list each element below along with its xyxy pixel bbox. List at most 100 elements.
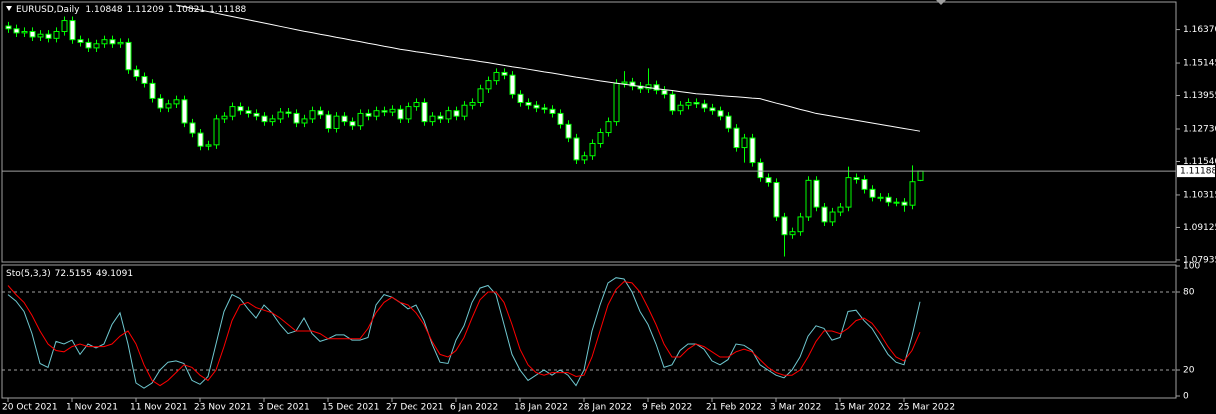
candle-body [701, 103, 708, 109]
candle-body [901, 201, 908, 206]
candle-body [117, 41, 124, 45]
candle-body [629, 81, 636, 87]
x-tick-label: 6 Jan 2022 [450, 403, 498, 413]
candle-body [205, 144, 212, 147]
x-tick-label: 28 Jan 2022 [578, 403, 632, 413]
candle-body [381, 110, 388, 113]
chart-header: EURUSD,Daily 1.10848 1.11209 1.10821 1.11188 [16, 5, 247, 15]
main-last: 72.5155 [55, 269, 92, 279]
candle-body [149, 82, 156, 99]
candle-body [365, 112, 372, 117]
x-tick-label: 18 Jan 2022 [514, 403, 568, 413]
candle-body [445, 110, 452, 120]
candle-body [789, 231, 796, 236]
candle-body [357, 112, 364, 127]
candle-body [229, 106, 236, 117]
candle-body [469, 102, 476, 106]
candle-body [477, 88, 484, 104]
candle-body [757, 162, 764, 179]
candle-body [101, 39, 108, 45]
candle-body [797, 216, 804, 233]
y-tick-label: 20 [1183, 366, 1195, 376]
indicator-panel [1, 264, 1177, 399]
candle-body [717, 110, 724, 117]
candle-body [213, 118, 220, 146]
last-high: 1.11209 [127, 5, 164, 15]
candle-body [773, 182, 780, 218]
y-tick-label: 1.10315 [1183, 190, 1216, 200]
x-tick-label: 15 Mar 2022 [834, 403, 891, 413]
candle-body [581, 155, 588, 161]
candle-body [605, 121, 612, 134]
candle-body [589, 142, 596, 157]
candle-body [413, 102, 420, 108]
candle-body [677, 104, 684, 112]
last-price-label: 1.11188 [1180, 167, 1216, 177]
candle-body [13, 28, 20, 34]
candle-body [533, 104, 540, 109]
candle-body [325, 114, 332, 129]
candle-body [781, 216, 788, 236]
menu-arrow[interactable] [6, 6, 12, 11]
last-close: 1.11188 [209, 5, 246, 15]
candle-body [653, 84, 660, 91]
shift-marker [936, 0, 946, 5]
indicator-plot [2, 277, 1176, 389]
indicator-line [7, 281, 921, 387]
candle-body [693, 102, 700, 105]
candle-body [349, 121, 356, 127]
x-tick-label: 3 Mar 2022 [770, 403, 821, 413]
moving-average [175, 4, 921, 132]
candle-body [85, 41, 92, 49]
x-tick-label: 15 Dec 2021 [322, 403, 380, 413]
candle-body [309, 110, 316, 120]
candle-body [133, 69, 140, 78]
candle-body [37, 33, 44, 38]
candle-body [197, 132, 204, 147]
candle-body [869, 188, 876, 198]
y-tick-label: 1.13955 [1183, 91, 1216, 101]
candle-body [917, 170, 924, 181]
candle-body [765, 177, 772, 184]
main-plot [2, 4, 1176, 257]
candle-body [829, 211, 836, 223]
candle-body [493, 71, 500, 82]
last-low: 1.10821 [168, 5, 205, 15]
candle-body [709, 107, 716, 112]
x-tick-label: 11 Nov 2021 [130, 403, 188, 413]
candle-body [805, 179, 812, 218]
candle-body [541, 107, 548, 110]
candle-body [893, 201, 900, 204]
candle-body [517, 93, 524, 104]
candle-body [429, 115, 436, 123]
candle-body [421, 102, 428, 123]
candle-body [125, 41, 132, 71]
candle-body [333, 115, 340, 129]
candle-body [557, 112, 564, 125]
candle-body [69, 20, 76, 41]
indicator-line [7, 277, 921, 389]
candle-body [613, 82, 620, 123]
x-tick-label: 21 Feb 2022 [706, 403, 762, 413]
candle-body [189, 122, 196, 134]
candle-body [245, 110, 252, 114]
y-tick-label: 1.12730 [1183, 124, 1216, 134]
y-tick-label: 100 [1183, 262, 1200, 272]
candle-body [5, 25, 12, 30]
candle-body [301, 118, 308, 124]
last-open: 1.10848 [85, 5, 122, 15]
candle-body [21, 30, 28, 34]
candle-body [277, 111, 284, 120]
candle-body [549, 108, 556, 114]
candle-body [733, 127, 740, 149]
y-tick-label: 1.07935 [1183, 255, 1216, 265]
candle-body [509, 74, 516, 95]
candle-body [61, 20, 68, 32]
candle-body [837, 206, 844, 213]
x-tick-label: 3 Dec 2021 [258, 403, 310, 413]
candle-body [885, 196, 892, 203]
candle-body [621, 81, 628, 84]
candle-body [461, 104, 468, 117]
